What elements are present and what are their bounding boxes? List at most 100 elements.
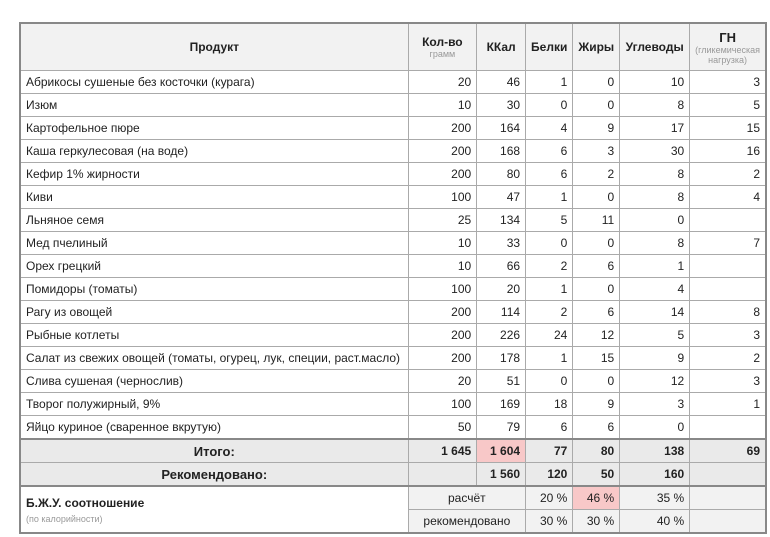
bju-calc-row: Б.Ж.У. соотношение (по калорийности) расч… — [19, 485, 767, 534]
table-row: Орех грецкий 10 66 2 6 1 — [19, 254, 767, 278]
table-row: Помидоры (томаты) 100 20 1 0 4 — [19, 277, 767, 301]
cell-fat: 6 — [572, 300, 621, 324]
cell-carbs: 8 — [619, 185, 691, 209]
cell-gl: 3 — [689, 70, 767, 94]
bju-calc-fat: 46 % — [572, 485, 621, 510]
cell-product: Каша геркулесовая (на воде) — [19, 139, 409, 163]
cell-gl: 8 — [689, 300, 767, 324]
header-protein: Белки — [525, 22, 574, 71]
qty-unit: грамм — [429, 49, 456, 59]
cell-product: Творог полужирный, 9% — [19, 392, 409, 416]
total-carbs: 138 — [619, 438, 691, 463]
cell-qty: 200 — [407, 346, 478, 370]
cell-kcal: 164 — [476, 116, 527, 140]
cell-product: Льняное семя — [19, 208, 409, 232]
bju-subtitle: (по калорийности) — [26, 513, 103, 524]
cell-kcal: 46 — [476, 70, 527, 94]
cell-carbs: 4 — [619, 277, 691, 301]
cell-product: Помидоры (томаты) — [19, 277, 409, 301]
bju-calc-carbs: 35 % — [619, 485, 691, 510]
cell-fat: 11 — [572, 208, 621, 232]
recommended-kcal: 1 560 — [476, 462, 527, 487]
table-row: Рыбные котлеты 200 226 24 12 5 3 — [19, 323, 767, 347]
cell-qty: 100 — [407, 392, 478, 416]
header-qty: Кол-во грамм — [407, 22, 478, 71]
cell-carbs: 12 — [619, 369, 691, 393]
recommended-carbs: 160 — [619, 462, 691, 487]
cell-kcal: 169 — [476, 392, 527, 416]
cell-kcal: 47 — [476, 185, 527, 209]
cell-gl: 7 — [689, 231, 767, 255]
cell-product: Салат из свежих овощей (томаты, огурец, … — [19, 346, 409, 370]
cell-kcal: 178 — [476, 346, 527, 370]
cell-qty: 10 — [407, 231, 478, 255]
cell-qty: 20 — [407, 369, 478, 393]
total-row: Итого: 1 645 1 604 77 80 138 69 — [19, 438, 767, 463]
cell-qty: 200 — [407, 300, 478, 324]
cell-kcal: 33 — [476, 231, 527, 255]
header-fat: Жиры — [572, 22, 621, 71]
cell-product: Картофельное пюре — [19, 116, 409, 140]
recommended-fat: 50 — [572, 462, 621, 487]
bju-rec-label: рекомендовано — [407, 509, 527, 534]
bju-calc-label: расчёт — [407, 485, 527, 510]
cell-product: Кефир 1% жирности — [19, 162, 409, 186]
cell-protein: 1 — [525, 277, 574, 301]
cell-carbs: 1 — [619, 254, 691, 278]
cell-protein: 0 — [525, 231, 574, 255]
total-qty: 1 645 — [407, 438, 478, 463]
cell-kcal: 114 — [476, 300, 527, 324]
cell-protein: 0 — [525, 93, 574, 117]
total-fat: 80 — [572, 438, 621, 463]
cell-gl: 4 — [689, 185, 767, 209]
cell-fat: 0 — [572, 70, 621, 94]
header-row: Продукт Кол-во грамм ККал Белки Жиры Угле… — [19, 22, 767, 71]
cell-kcal: 79 — [476, 415, 527, 440]
cell-protein: 4 — [525, 116, 574, 140]
cell-gl: 16 — [689, 139, 767, 163]
cell-protein: 2 — [525, 254, 574, 278]
table-row: Кефир 1% жирности 200 80 6 2 8 2 — [19, 162, 767, 186]
cell-fat: 15 — [572, 346, 621, 370]
cell-carbs: 17 — [619, 116, 691, 140]
cell-qty: 10 — [407, 93, 478, 117]
cell-protein: 0 — [525, 369, 574, 393]
cell-qty: 200 — [407, 323, 478, 347]
cell-qty: 100 — [407, 277, 478, 301]
cell-gl: 2 — [689, 162, 767, 186]
bju-rec-fat: 30 % — [572, 509, 621, 534]
cell-qty: 25 — [407, 208, 478, 232]
total-kcal: 1 604 — [476, 438, 527, 463]
cell-fat: 6 — [572, 254, 621, 278]
cell-kcal: 168 — [476, 139, 527, 163]
header-carbs: Углеводы — [619, 22, 691, 71]
cell-carbs: 0 — [619, 208, 691, 232]
cell-kcal: 20 — [476, 277, 527, 301]
recommended-row: Рекомендовано: 1 560 120 50 160 — [19, 462, 767, 487]
qty-label: Кол-во — [422, 35, 463, 49]
cell-qty: 200 — [407, 139, 478, 163]
cell-fat: 2 — [572, 162, 621, 186]
cell-fat: 9 — [572, 392, 621, 416]
nutrition-table: Продукт Кол-во грамм ККал Белки Жиры Угле… — [19, 22, 767, 534]
cell-gl: 1 — [689, 392, 767, 416]
bju-calc-protein: 20 % — [525, 485, 574, 510]
table-row: Изюм 10 30 0 0 8 5 — [19, 93, 767, 117]
cell-product: Рыбные котлеты — [19, 323, 409, 347]
cell-protein: 18 — [525, 392, 574, 416]
cell-carbs: 5 — [619, 323, 691, 347]
cell-product: Мед пчелиный — [19, 231, 409, 255]
cell-protein: 2 — [525, 300, 574, 324]
cell-gl: 3 — [689, 323, 767, 347]
cell-fat: 0 — [572, 93, 621, 117]
cell-product: Орех грецкий — [19, 254, 409, 278]
bju-calc-empty — [689, 485, 767, 510]
cell-fat: 9 — [572, 116, 621, 140]
table-row: Льняное семя 25 134 5 11 0 — [19, 208, 767, 232]
recommended-gl — [689, 462, 767, 487]
cell-qty: 50 — [407, 415, 478, 440]
total-protein: 77 — [525, 438, 574, 463]
cell-qty: 20 — [407, 70, 478, 94]
bju-rec-carbs: 40 % — [619, 509, 691, 534]
cell-kcal: 30 — [476, 93, 527, 117]
